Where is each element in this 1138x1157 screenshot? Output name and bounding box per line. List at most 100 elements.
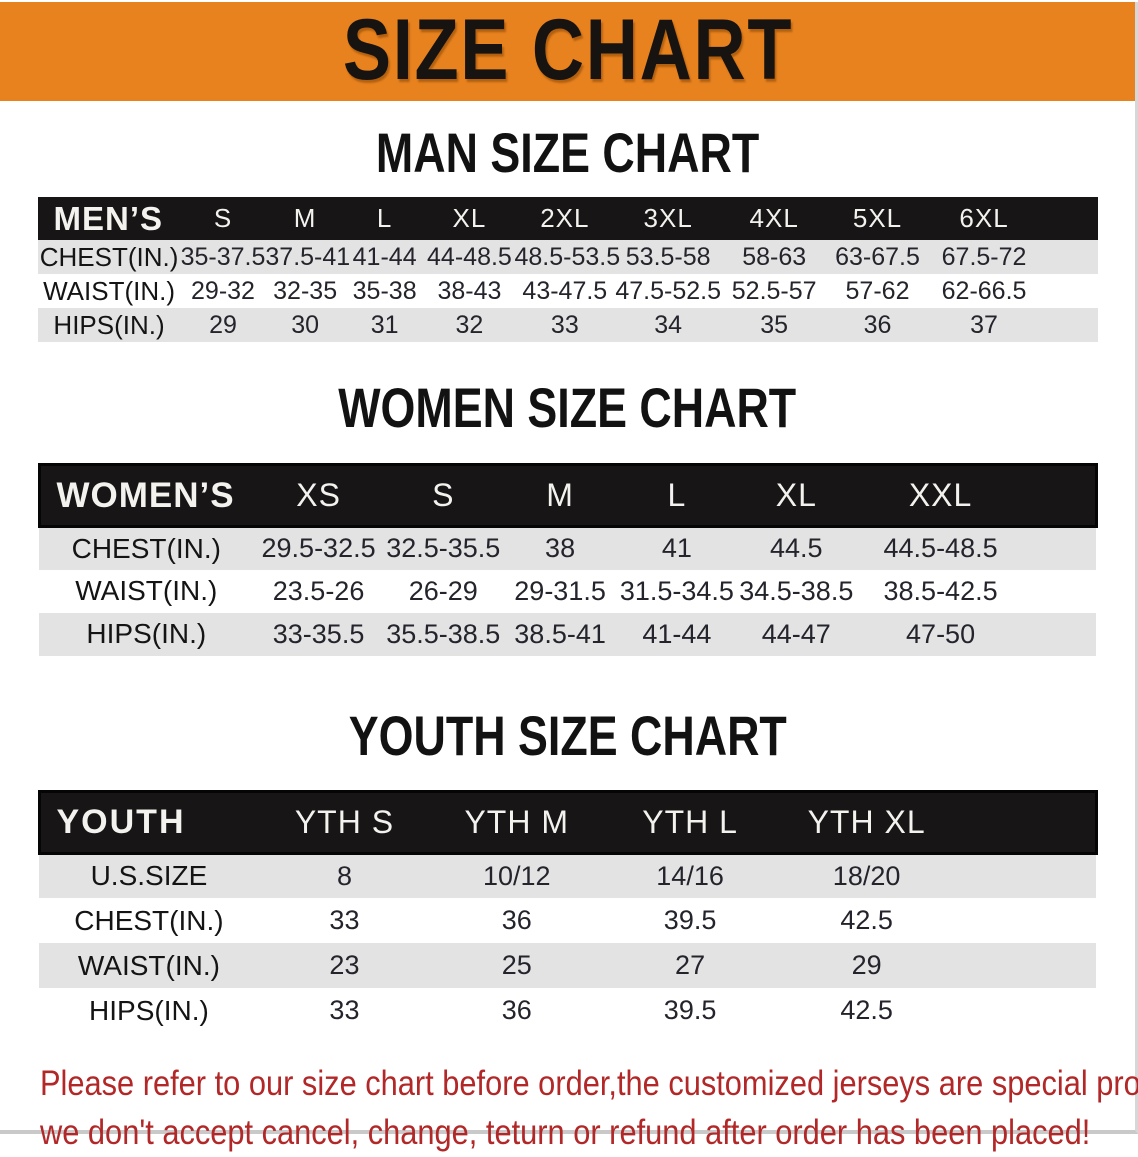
men-section-title-text: MAN SIZE CHART (375, 121, 760, 184)
cell-value: 39.5 (663, 905, 717, 935)
header-row: YOUTH YTH S YTH M YTH L YTH XL (37, 789, 1098, 855)
cell-value: 30 (265, 308, 345, 342)
cell-value: 36 (501, 995, 532, 1025)
table-row: HIPS(IN.) 33 36 39.5 42.5 (39, 988, 1096, 1033)
cell-value: 33 (329, 995, 360, 1025)
row-pad-cell (1040, 274, 1097, 308)
row-label: CHEST(IN.) (37, 240, 181, 274)
cell-value: 29.5-32.5 (253, 526, 384, 570)
column-header: XS (253, 463, 384, 528)
banner: SIZE CHART (0, 2, 1135, 101)
cell-value: 29 (180, 308, 266, 342)
cell-value: 26-29 (408, 575, 478, 606)
header-row: WOMEN’S XS S M L XL XXL (37, 463, 1098, 528)
disclaimer-line-1: Please refer to our size chart before or… (40, 1064, 1138, 1103)
cell-value: 23.5-26 (272, 575, 365, 606)
cell-value: 38.5-41 (503, 612, 618, 656)
table-corner-label: WOMEN’S (37, 463, 254, 528)
cell-value: 58-63 (721, 240, 828, 274)
cell-value: 32-35 (273, 276, 338, 305)
disclaimer: Please refer to our size chart before or… (0, 1059, 1138, 1157)
cell-value: 35-37.5 (180, 240, 266, 274)
youth-size-table: YOUTH YTH S YTH M YTH L YTH XL U.S.SIZE 8 10/12… (37, 789, 1098, 1034)
cell-value: 44-47 (736, 612, 857, 656)
table-row: U.S.SIZE 8 10/12 14/16 18/20 (39, 853, 1096, 898)
row-pad-cell (1025, 570, 1096, 613)
table-corner-label: MEN’S (37, 197, 181, 240)
cell-value: 38 (503, 526, 618, 570)
column-header: S (180, 197, 266, 240)
row-label: WAIST(IN.) (39, 943, 259, 988)
women-size-table: WOMEN’S XS S M L XL XXL CHEST(IN.) 29.5-32.5 32.5… (37, 463, 1098, 656)
cell-value: 42.5 (840, 995, 893, 1025)
row-label: WAIST(IN.) (75, 575, 218, 606)
column-header: YTH XL (776, 789, 957, 855)
cell-value: 14/16 (603, 853, 777, 898)
column-header: 3XL (615, 197, 722, 240)
column-header: 2XL (514, 197, 616, 240)
header-pad-cell (1025, 463, 1098, 528)
column-header: L (344, 197, 425, 240)
column-header: 4XL (721, 197, 828, 240)
column-header: S (383, 463, 503, 528)
table-row: CHEST(IN.) 35-37.5 37.5-41 41-44 44-48.5 48.5… (37, 240, 1098, 274)
row-label: U.S.SIZE (39, 853, 259, 898)
men-section-title: MAN SIZE CHART (0, 121, 1135, 184)
cell-value: 31 (344, 308, 425, 342)
cell-value: 44-48.5 (424, 240, 515, 274)
cell-value: 41 (617, 526, 737, 570)
cell-value: 29 (776, 943, 957, 988)
cell-value: 43-47.5 (522, 276, 608, 305)
cell-value: 62-66.5 (941, 276, 1027, 305)
cell-value: 36 (501, 905, 532, 935)
cell-value: 35 (721, 308, 828, 342)
row-pad-cell (956, 898, 1096, 943)
column-header: YTH M (430, 789, 604, 855)
cell-value: 39.5 (663, 995, 717, 1025)
cell-value: 38-43 (437, 276, 502, 305)
disclaimer-line-2: we don't accept cancel, change, teturn o… (40, 1113, 1091, 1152)
table-row: CHEST(IN.) 33 36 39.5 42.5 (39, 898, 1096, 943)
cell-value: 42.5 (840, 905, 893, 935)
cell-value: 53.5-58 (615, 240, 722, 274)
cell-value: 29-32 (191, 276, 255, 305)
cell-value: 57-62 (845, 276, 910, 305)
cell-value: 44.5 (736, 526, 857, 570)
cell-value: 37 (927, 308, 1041, 342)
youth-section-title: YOUTH SIZE CHART (0, 703, 1135, 767)
header-pad-cell (1040, 197, 1098, 240)
cell-value: 34.5-38.5 (739, 575, 854, 606)
cell-value: 23 (258, 943, 431, 988)
column-header: XL (424, 197, 515, 240)
cell-value: 29-31.5 (514, 575, 606, 606)
cell-value: 41-44 (617, 612, 737, 656)
cell-value: 35-38 (352, 276, 417, 305)
row-label: HIPS(IN.) (39, 612, 254, 656)
cell-value: 34 (615, 308, 722, 342)
table-row: CHEST(IN.) 29.5-32.5 32.5-35.5 38 41 44.5 44.5… (39, 526, 1096, 570)
table-row: WAIST(IN.) 29-32 32-35 35-38 38-43 43-47.5 47.… (38, 274, 1098, 308)
cell-value: 67.5-72 (927, 240, 1041, 274)
cell-value: 27 (603, 943, 777, 988)
cell-value: 33-35.5 (253, 612, 384, 656)
youth-section-title-text: YOUTH SIZE CHART (348, 703, 787, 767)
cell-value: 44.5-48.5 (856, 526, 1026, 570)
column-header: 6XL (927, 197, 1041, 240)
table-corner-label: YOUTH (37, 789, 259, 855)
cell-value: 10/12 (430, 853, 604, 898)
header-pad-cell (956, 789, 1098, 855)
row-label: WAIST(IN.) (43, 275, 175, 306)
column-header: M (265, 197, 345, 240)
column-header: YTH S (258, 789, 431, 855)
men-size-table: MEN’S S M L XL 2XL 3XL 4XL 5XL 6XL CHEST(IN.) 35-37… (37, 197, 1098, 342)
column-header: XL (736, 463, 857, 528)
table-row: WAIST(IN.) 23.5-26 26-29 29-31.5 31.5-34.5 34… (39, 570, 1096, 613)
cell-value: 41-44 (344, 240, 425, 274)
table-row: WAIST(IN.) 23 25 27 29 (39, 943, 1096, 988)
column-header: L (617, 463, 737, 528)
cell-value: 31.5-34.5 (619, 575, 734, 606)
table-row: HIPS(IN.) 33-35.5 35.5-38.5 38.5-41 41-44 44-… (39, 612, 1096, 656)
cell-value: 32 (424, 308, 515, 342)
cell-value: 48.5-53.5 (514, 240, 620, 274)
